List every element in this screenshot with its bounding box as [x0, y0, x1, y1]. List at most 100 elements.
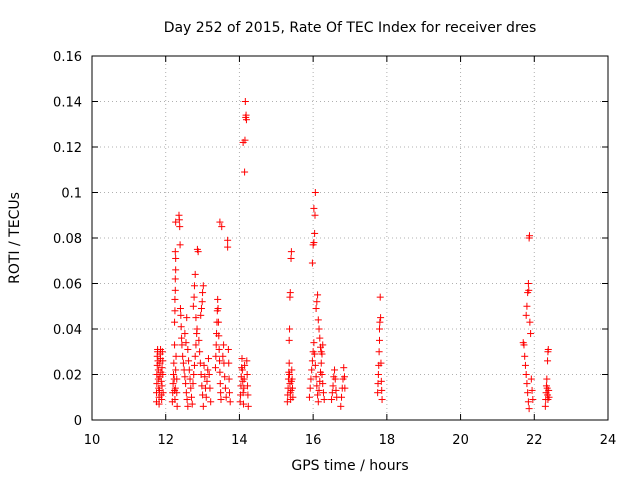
data-point — [158, 364, 166, 372]
data-point — [216, 218, 224, 226]
data-point — [197, 305, 205, 313]
data-point — [222, 393, 230, 401]
data-point — [224, 243, 232, 251]
data-point — [186, 375, 194, 383]
data-point — [375, 348, 383, 356]
data-point — [183, 396, 191, 404]
data-point — [190, 361, 198, 369]
y-tick-label: 0.16 — [53, 50, 82, 65]
data-point — [189, 380, 197, 388]
data-point — [332, 386, 340, 394]
data-point — [173, 402, 181, 410]
data-point — [224, 236, 232, 244]
data-point — [191, 352, 199, 360]
data-point — [204, 366, 212, 374]
data-point — [220, 341, 228, 349]
data-point — [244, 382, 252, 390]
data-point — [155, 400, 163, 408]
data-point — [375, 336, 383, 344]
data-point — [177, 311, 185, 319]
data-point — [171, 295, 179, 303]
data-point — [312, 305, 320, 313]
data-point — [311, 350, 319, 358]
data-point — [524, 389, 532, 397]
data-point — [211, 364, 219, 372]
data-point — [171, 384, 179, 392]
data-point — [185, 366, 193, 374]
data-point — [198, 382, 206, 390]
data-point — [528, 386, 536, 394]
data-point — [545, 393, 553, 401]
data-point — [319, 389, 327, 397]
data-point — [243, 371, 251, 378]
data-point — [212, 352, 220, 360]
data-point — [544, 345, 552, 353]
data-point — [239, 400, 247, 408]
data-point — [172, 366, 180, 374]
data-point — [224, 345, 232, 353]
data-point — [285, 336, 293, 344]
data-point — [178, 341, 186, 349]
data-point — [172, 266, 180, 274]
data-point — [374, 371, 382, 378]
data-point — [155, 386, 163, 394]
gridlines — [92, 56, 608, 420]
data-point — [522, 311, 530, 319]
data-point — [173, 389, 181, 397]
data-point — [178, 334, 186, 342]
data-point — [177, 323, 185, 331]
data-point — [287, 248, 295, 256]
data-point — [203, 377, 211, 385]
x-tick-label: 12 — [157, 433, 174, 448]
data-point — [197, 311, 205, 319]
data-point — [544, 357, 552, 365]
data-point — [171, 341, 179, 349]
x-tick-label: 16 — [305, 433, 322, 448]
data-point — [179, 352, 187, 360]
data-point — [240, 375, 248, 383]
data-point — [196, 348, 204, 356]
data-point — [217, 396, 225, 404]
data-point — [215, 345, 223, 353]
data-point — [216, 368, 224, 376]
data-point — [527, 375, 535, 383]
data-point — [376, 318, 384, 326]
x-tick-label: 14 — [231, 433, 248, 448]
data-point — [215, 332, 223, 340]
data-point — [170, 359, 178, 367]
data-point — [310, 339, 318, 347]
data-point — [159, 357, 167, 365]
data-point — [157, 377, 165, 385]
data-point — [306, 384, 314, 392]
data-point — [158, 382, 166, 390]
y-tick-label: 0.02 — [53, 369, 82, 384]
data-point — [239, 389, 247, 397]
data-point — [286, 371, 294, 378]
y-tick-label: 0.12 — [53, 141, 82, 156]
data-point — [545, 386, 553, 394]
data-point — [289, 384, 297, 392]
data-point — [187, 384, 195, 392]
data-point — [181, 373, 189, 381]
x-axis-title: GPS time / hours — [291, 458, 408, 474]
data-point — [241, 361, 249, 369]
data-point — [182, 389, 190, 397]
data-point — [159, 389, 167, 397]
x-tick-label: 18 — [379, 433, 396, 448]
data-point — [319, 380, 327, 388]
data-point — [241, 98, 249, 105]
y-tick-labels: 0 0.02 0.04 0.06 0.08 0.1 0.12 0.14 0.16 — [53, 50, 82, 429]
data-point — [313, 298, 321, 306]
data-point — [328, 396, 336, 404]
data-point — [172, 254, 180, 262]
data-point — [524, 280, 532, 287]
data-point — [214, 305, 222, 313]
data-point — [219, 352, 227, 360]
y-tick-label: 0.14 — [53, 96, 82, 111]
data-point — [317, 348, 325, 356]
y-tick-label: 0.04 — [53, 323, 82, 338]
data-point — [212, 341, 220, 349]
data-point — [190, 371, 198, 378]
x-tick-label: 10 — [84, 433, 101, 448]
